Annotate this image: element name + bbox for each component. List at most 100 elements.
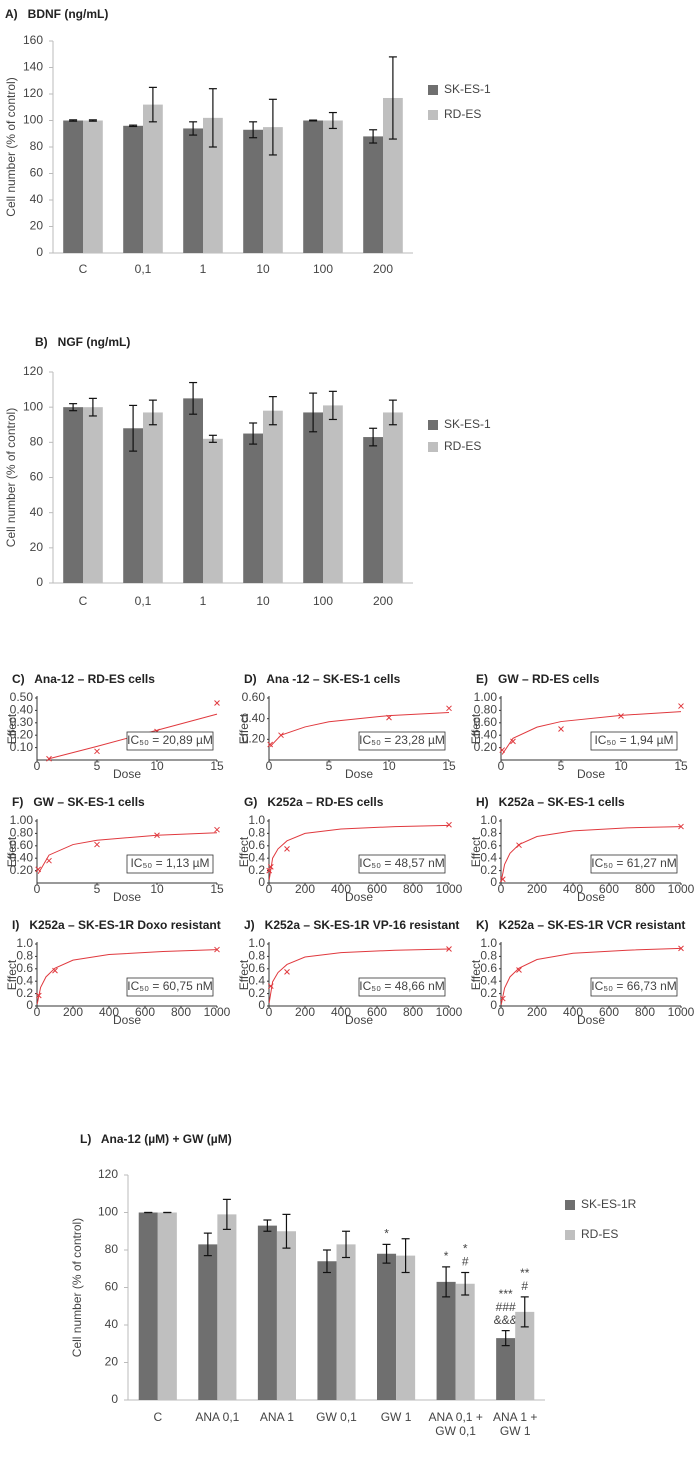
x-tick-label: 600: [599, 1005, 619, 1019]
y-tick-label: 1.0: [480, 936, 497, 950]
y-tick-label: 0.4: [16, 973, 33, 987]
significance-mark: **: [520, 1266, 530, 1280]
data-point: [284, 969, 290, 975]
y-tick-label: 0: [111, 1392, 118, 1406]
y-tick-label: 0: [258, 875, 265, 889]
data-point: [46, 857, 52, 864]
error-bar: [249, 121, 258, 139]
data-point: [446, 821, 452, 828]
legend-swatch: [428, 442, 438, 452]
bar: [383, 412, 403, 583]
x-tick-label: C: [79, 262, 88, 276]
x-tick-label: 200: [295, 1005, 315, 1019]
data-point: [678, 703, 684, 709]
x-tick-label: 0: [34, 882, 41, 896]
data-point: [214, 826, 220, 833]
error-bar: [501, 1330, 510, 1347]
bar: [317, 1261, 337, 1400]
data-point: [284, 846, 290, 852]
y-tick-label: 80: [30, 139, 44, 153]
y-tick-label: 0.60: [242, 690, 266, 704]
y-tick-label: 0: [36, 245, 43, 259]
fit-curve: [268, 824, 450, 880]
error-bar: [69, 403, 78, 412]
chart-title: D) Ana -12 – SK-ES-1 cells: [244, 672, 401, 686]
y-tick-label: 0: [490, 875, 497, 889]
x-tick-label: 0,1: [135, 594, 152, 608]
y-tick-label: 0.20: [10, 727, 34, 741]
bar: [138, 1212, 158, 1400]
y-axis-label: Effect: [5, 836, 19, 867]
x-tick-label: 0: [498, 1005, 505, 1019]
y-tick-label: 20: [30, 540, 44, 554]
y-tick-label: 1.00: [10, 813, 34, 827]
error-bar: [442, 1266, 451, 1298]
data-point: [214, 700, 220, 706]
annotation: IC₅₀ = 60,75 nM: [127, 979, 213, 993]
y-tick-label: 0.6: [248, 838, 265, 852]
y-tick-label: 120: [23, 86, 43, 100]
legend-swatch: [428, 420, 438, 430]
y-tick-label: 0: [258, 998, 265, 1012]
bar: [496, 1338, 516, 1400]
chart-title: F) GW – SK-ES-1 cells: [12, 795, 145, 809]
x-tick-label: 800: [171, 1005, 191, 1019]
x-tick-label: 0: [498, 759, 505, 773]
x-tick-label: 600: [367, 882, 387, 896]
bar: [263, 127, 283, 253]
chart-title: E) GW – RD-ES cells: [476, 672, 600, 686]
x-axis-label: Dose: [113, 890, 141, 904]
y-axis-label: Effect: [5, 959, 19, 990]
x-tick-label: 1000: [436, 882, 463, 896]
significance-mark: *: [463, 1242, 468, 1256]
legend-swatch: [565, 1230, 575, 1240]
y-axis-label: Effect: [469, 959, 483, 990]
bar: [243, 129, 263, 253]
x-tick-label-box: ANA 0,1: [195, 1410, 239, 1424]
error-bar: [129, 124, 138, 128]
error-bar: [401, 1238, 410, 1274]
y-tick-label: 160: [23, 33, 43, 47]
y-axis-label: Effect: [237, 959, 251, 990]
error-bar: [388, 56, 397, 140]
y-tick-label: 20: [30, 219, 44, 233]
x-tick-label: 400: [99, 1005, 119, 1019]
x-tick-label-box: GW 0,1: [316, 1410, 357, 1424]
significance-mark: &&&: [494, 1313, 518, 1327]
error-bar: [322, 1249, 331, 1274]
error-bar: [88, 119, 97, 122]
error-bar: [342, 1230, 351, 1259]
bar: [183, 398, 203, 583]
x-tick-label: 15: [442, 759, 456, 773]
legend-label: SK-ES-1: [444, 417, 491, 431]
y-tick-label: 0.40: [10, 703, 34, 717]
chart-title: J) K252a – SK-ES-1R VP-16 resistant: [244, 918, 459, 932]
legend-label: SK-ES-1: [444, 82, 491, 96]
y-tick-label: 120: [98, 1167, 118, 1181]
data-point: [94, 748, 100, 755]
x-tick-label: 15: [210, 759, 224, 773]
x-tick-label: 5: [326, 759, 333, 773]
y-tick-label: 0.30: [10, 715, 34, 729]
annotation-box: [126, 977, 214, 997]
x-tick-label: 600: [599, 882, 619, 896]
x-tick-label: 800: [635, 1005, 655, 1019]
x-tick-label: 0: [498, 882, 505, 896]
error-bar: [309, 119, 318, 122]
x-axis-label: Dose: [345, 767, 373, 781]
y-tick-label: 0.2: [248, 863, 265, 877]
x-tick-label: ANA 1: [259, 1410, 294, 1424]
fit-curve: [37, 832, 218, 874]
y-tick-label: 100: [98, 1205, 118, 1219]
chart-title: C) Ana-12 – RD-ES cells: [12, 672, 155, 686]
y-tick-label: 0.8: [248, 826, 265, 840]
x-axis-label: Dose: [577, 890, 605, 904]
y-tick-label: 0.40: [242, 711, 266, 725]
y-axis-label: Cell number (% of control): [70, 1218, 84, 1357]
significance-mark: #: [462, 1255, 469, 1269]
x-axis-label: Dose: [113, 1013, 141, 1027]
bar: [303, 412, 323, 583]
y-tick-label: 1.0: [248, 936, 265, 950]
error-bar: [129, 404, 138, 452]
x-tick-label: 800: [403, 882, 423, 896]
